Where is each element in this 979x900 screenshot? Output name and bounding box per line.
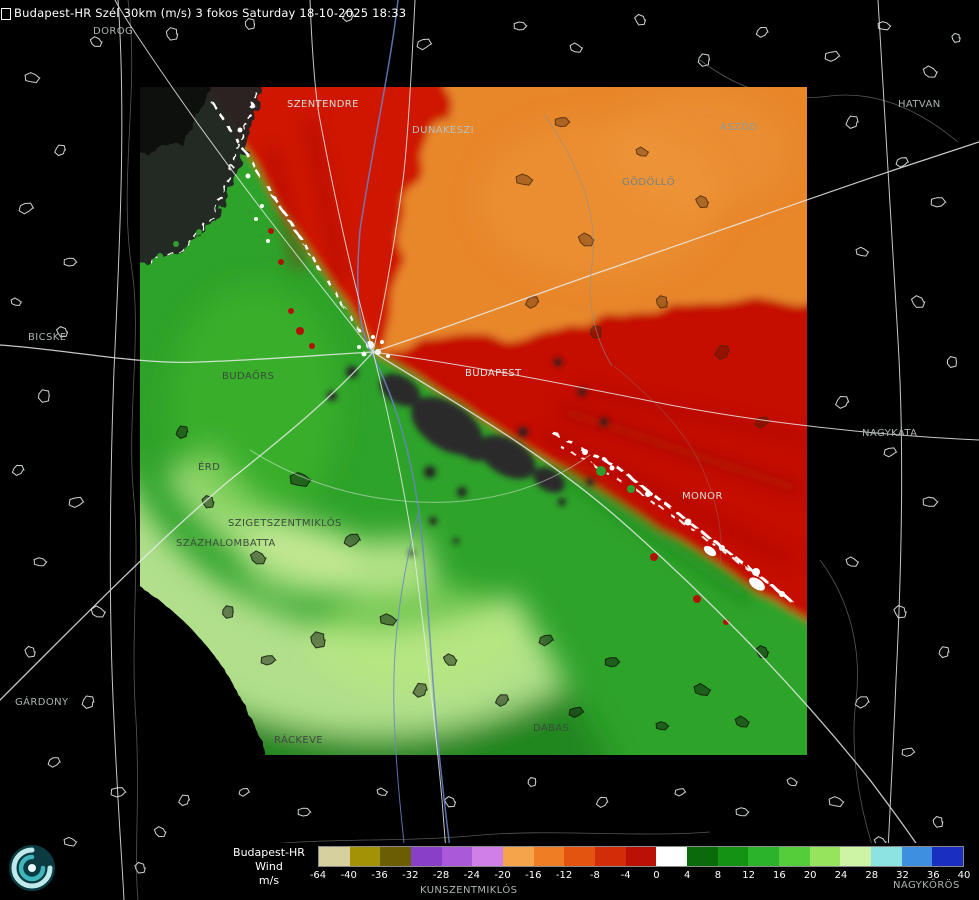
legend-tick-16: 16 — [773, 870, 786, 881]
window-icon — [1, 8, 11, 20]
legend-swatch-19 — [901, 847, 933, 866]
title-bar: Budapest-HR Szél 30km (m/s) 3 fokos Satu… — [14, 6, 407, 20]
legend-swatch-7 — [533, 847, 565, 866]
legend-swatch-9 — [595, 847, 626, 866]
rivers-layer — [356, 0, 457, 900]
towns-in-green-zone — [175, 425, 770, 731]
legend-swatch-5 — [472, 847, 504, 866]
danube-river — [356, 0, 457, 900]
legend-tick--12: -12 — [555, 870, 573, 881]
legend-tick-28: 28 — [865, 870, 879, 881]
clutter-blobs — [327, 358, 608, 556]
color-scale-swatches — [318, 846, 964, 867]
legend-swatch-4 — [441, 847, 473, 866]
legend-swatch-13 — [717, 847, 749, 866]
legend-tick-32: 32 — [896, 870, 909, 881]
legend-tick-0: 0 — [653, 870, 660, 881]
towns-in-orange-zone — [515, 117, 771, 429]
legend-tick--64: -64 — [309, 870, 327, 881]
color-scale-ticks: -64 -40 -36 -32 -28 -24 -20 -16 -12 -8 -4 0 4 8 12 16 20… — [310, 870, 971, 884]
legend-swatch-12 — [687, 847, 718, 866]
legend-tick-40: 40 — [957, 870, 971, 881]
legend-tick--32: -32 — [402, 870, 419, 881]
legend-swatch-20 — [932, 847, 964, 866]
county-boundaries-inner — [544, 114, 722, 566]
legend-swatch-2 — [380, 847, 412, 866]
legend-tick-12: 12 — [742, 870, 756, 881]
rackeve-danube-branch — [393, 514, 419, 900]
speckles — [157, 127, 785, 625]
legend-tick-4: 4 — [683, 870, 691, 881]
legend-tick--8: -8 — [589, 870, 600, 881]
legend-radar-name: Budapest-HR — [233, 846, 305, 859]
legend-swatch-14 — [748, 847, 780, 866]
legend-swatch-3 — [411, 847, 442, 866]
legend-tick--28: -28 — [432, 870, 450, 881]
legend-swatch-11 — [656, 847, 688, 866]
legend-swatch-15 — [779, 847, 810, 866]
legend-tick-24: 24 — [834, 870, 848, 881]
cyclone-logo-icon — [9, 845, 55, 891]
legend-swatch-17 — [840, 847, 872, 866]
legend-swatch-8 — [564, 847, 596, 866]
intensity-shading — [140, 90, 790, 755]
towns-layer — [10, 10, 961, 886]
radial-streaks — [267, 118, 806, 605]
legend-swatch-1 — [349, 847, 381, 866]
legend-tick-36: 36 — [926, 870, 940, 881]
legend-swatch-6 — [503, 847, 534, 866]
color-scale-legend: Budapest-HR Wind m/s -64 -40 -36 -32 -28 -24-… — [228, 843, 971, 900]
legend-swatch-0 — [319, 847, 350, 866]
legend-tick--36: -36 — [371, 870, 388, 881]
legend-unit: m/s — [258, 874, 280, 887]
legend-product: Wind — [255, 860, 283, 873]
legend-info: Budapest-HR Wind m/s — [228, 846, 310, 888]
legend-tick--4: -4 — [620, 870, 631, 881]
color-scale: -64 -40 -36 -32 -28 -24 -20 -16 -12 -8 -4 0 4 8 12 16 20… — [310, 846, 971, 884]
legend-swatch-16 — [809, 847, 841, 866]
legend-tick--16: -16 — [525, 870, 542, 881]
legend-tick-20: 20 — [803, 870, 817, 881]
range-cut-southwest — [140, 586, 266, 755]
county-boundaries — [126, 0, 959, 900]
legend-tick--40: -40 — [340, 870, 357, 881]
legend-swatch-18 — [871, 847, 902, 866]
legend-swatch-10 — [625, 847, 657, 866]
legend-tick--24: -24 — [463, 870, 480, 881]
legend-tick--20: -20 — [494, 870, 511, 881]
legend-tick-8: 8 — [714, 870, 722, 881]
